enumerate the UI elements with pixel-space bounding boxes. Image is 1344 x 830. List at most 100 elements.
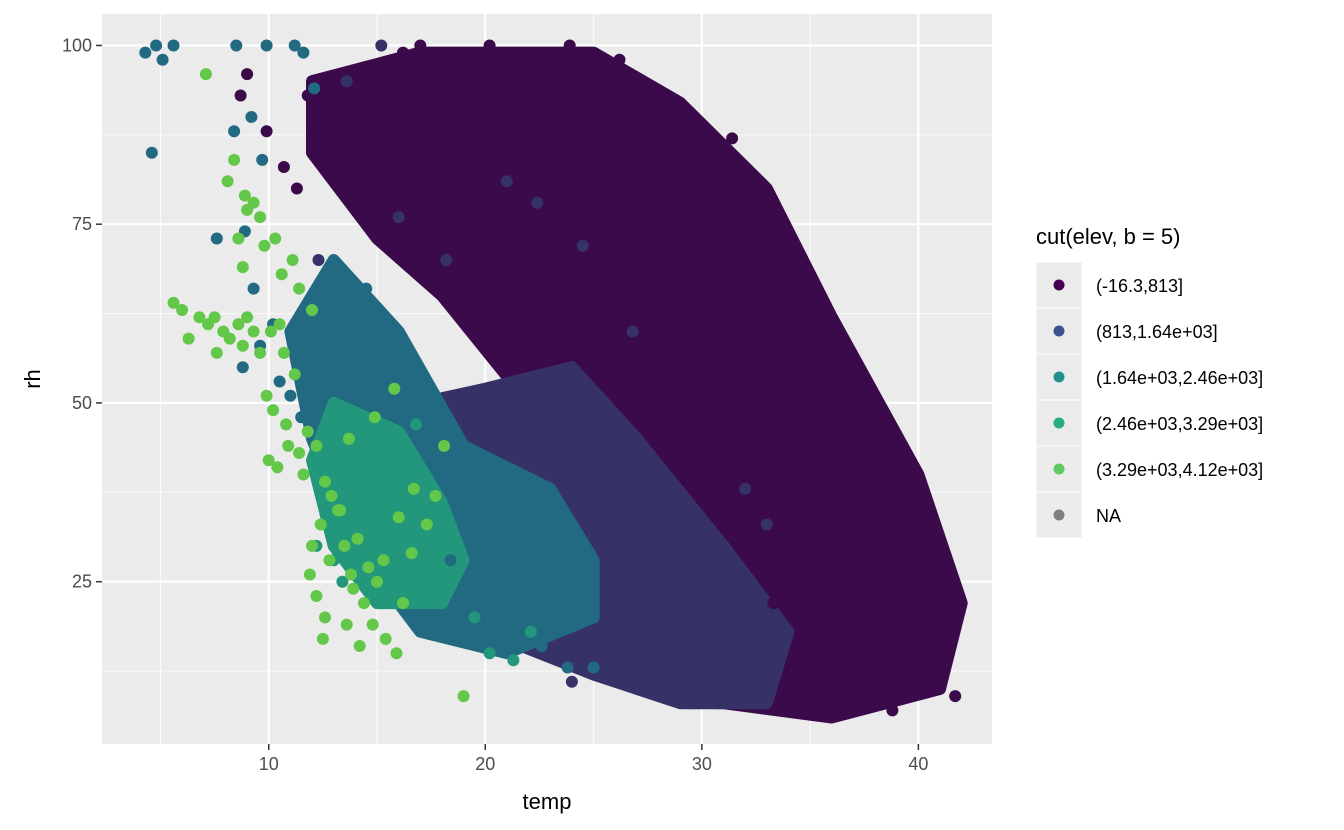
y-axis-title: rh [20, 369, 45, 389]
data-point-series-3 [384, 354, 396, 367]
legend-entry-label: (-16.3,813] [1096, 276, 1183, 296]
x-axis-ticks: 10 20 30 40 [259, 744, 928, 774]
data-point-series-2 [500, 175, 513, 188]
data-point-series-5 [358, 597, 370, 610]
data-point-series-1 [414, 39, 427, 52]
data-point-series-3 [236, 361, 249, 374]
data-point-series-5 [264, 325, 277, 338]
data-point-series-5 [208, 311, 221, 324]
data-point-series-5 [310, 439, 323, 452]
data-point-series-1 [563, 39, 576, 52]
point-cloud-1 [306, 46, 968, 724]
data-point-series-3 [431, 454, 444, 467]
data-point-series-1 [814, 539, 827, 552]
legend-key-point [1053, 509, 1065, 521]
data-point-series-3 [245, 111, 258, 123]
data-point-series-5 [353, 640, 366, 652]
data-point-series-3 [150, 39, 163, 52]
data-point-series-3 [345, 382, 357, 395]
legend-entry-label: (1.64e+03,2.46e+03] [1096, 368, 1263, 388]
data-point-series-5 [388, 382, 401, 395]
data-point-series-5 [271, 461, 284, 474]
data-point-series-3 [156, 53, 169, 66]
data-point-series-5 [236, 261, 249, 274]
data-point-series-3 [256, 153, 269, 166]
data-point-series-5 [340, 618, 353, 631]
data-point-series-5 [176, 304, 189, 316]
data-point-series-3 [284, 389, 297, 402]
data-point-series-1 [234, 89, 247, 102]
data-point-series-3 [145, 146, 158, 159]
legend-entry-label: (3.29e+03,4.12e+03] [1096, 460, 1263, 480]
data-point-series-5 [288, 368, 301, 381]
data-point-series-5 [334, 504, 347, 517]
data-point-series-1 [397, 46, 409, 59]
data-point-series-1 [786, 668, 799, 681]
data-point-series-5 [390, 647, 403, 660]
data-point-series-5 [221, 175, 234, 188]
data-point-series-3 [535, 640, 548, 652]
data-point-series-2 [312, 254, 325, 266]
data-point-series-5 [438, 439, 451, 452]
data-point-series-4 [381, 432, 394, 445]
data-point-series-5 [275, 268, 288, 281]
data-point-series-4 [483, 647, 496, 660]
x-tick-label: 30 [692, 754, 712, 774]
data-point-series-1 [641, 82, 654, 95]
data-point-series-3 [308, 82, 321, 95]
legend-entry-label: NA [1096, 506, 1121, 526]
data-point-series-5 [241, 203, 254, 216]
data-point-series-1 [767, 597, 780, 610]
data-point-series-1 [726, 132, 739, 145]
data-point-series-5 [325, 489, 338, 502]
data-point-series-5 [282, 439, 295, 452]
y-tick-label: 50 [72, 393, 92, 413]
data-point-series-5 [338, 539, 351, 552]
data-point-series-2 [685, 697, 697, 710]
data-point-series-2 [440, 254, 453, 266]
data-point-series-5 [306, 539, 318, 552]
data-point-series-3 [360, 282, 373, 295]
data-point-series-5 [371, 575, 383, 588]
point-clouds [284, 46, 968, 724]
data-point-series-3 [295, 411, 308, 424]
data-point-series-5 [323, 554, 336, 567]
data-point-series-4 [468, 611, 481, 624]
data-point-series-5 [345, 568, 357, 581]
data-point-series-2 [340, 75, 353, 88]
data-point-series-5 [316, 632, 329, 645]
legend-key-point [1053, 417, 1065, 429]
data-point-series-3 [561, 661, 574, 674]
data-point-series-1 [277, 161, 290, 173]
y-tick-label: 75 [72, 214, 92, 234]
data-point-series-5 [228, 153, 241, 166]
data-point-series-5 [351, 532, 364, 545]
data-point-series-2 [760, 518, 773, 531]
data-point-series-3 [167, 39, 180, 52]
data-point-series-5 [306, 304, 318, 316]
point-cloud-4 [306, 397, 470, 610]
data-point-series-1 [360, 60, 373, 73]
x-tick-label: 40 [908, 754, 928, 774]
data-point-series-1 [949, 690, 962, 703]
data-point-series-3 [230, 39, 243, 52]
data-point-series-1 [290, 182, 303, 195]
data-point-series-5 [269, 232, 282, 245]
data-point-series-3 [228, 125, 241, 138]
data-point-series-1 [886, 704, 899, 717]
data-point-series-1 [241, 68, 254, 81]
data-point-series-5 [366, 618, 379, 631]
data-point-series-3 [462, 625, 474, 638]
data-point-series-2 [713, 697, 726, 710]
data-point-series-2 [626, 325, 639, 338]
data-point-series-5 [293, 447, 306, 459]
data-point-series-1 [613, 53, 626, 66]
data-point-series-3 [297, 46, 310, 59]
data-points [139, 39, 962, 717]
data-point-series-5 [293, 282, 306, 295]
data-point-series-5 [407, 482, 420, 495]
data-point-series-1 [938, 611, 951, 624]
data-point-series-5 [314, 518, 327, 531]
data-point-series-5 [405, 547, 418, 560]
